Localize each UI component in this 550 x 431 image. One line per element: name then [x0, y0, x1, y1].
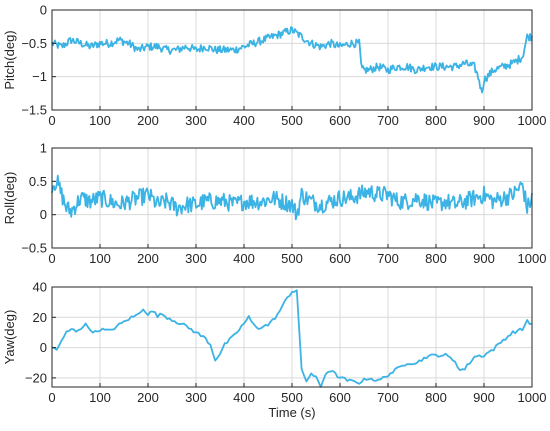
y-tick-label: −20 [25, 370, 47, 385]
x-tick-label: 200 [137, 390, 159, 405]
series-line [51, 289, 533, 388]
y-tick-label: 1 [40, 141, 47, 156]
x-tick-label: 100 [89, 113, 111, 128]
chart-panel-2: 0 100 200 300 400 500 600 700 800 900 1000−0.500.5… [2, 141, 546, 267]
series-line [51, 174, 533, 221]
y-tick-label: 0 [40, 207, 47, 222]
x-tick-label: 600 [329, 113, 351, 128]
x-tick-label: 200 [137, 113, 159, 128]
x-tick-label: 400 [233, 390, 255, 405]
x-tick-label: 0 [48, 251, 55, 266]
x-tick-label: 100 [89, 390, 111, 405]
chart-panel-3: 0 100 200 300 400 500 600 700 800 900 1000−2002040… [2, 280, 546, 421]
x-tick-label: 800 [425, 251, 447, 266]
x-tick-label: 300 [185, 390, 207, 405]
x-tick-label: 0 [48, 113, 55, 128]
x-tick-label: 800 [425, 113, 447, 128]
x-tick-label: 600 [329, 251, 351, 266]
x-tick-label: 500 [281, 390, 303, 405]
x-tick-label: 1000 [518, 251, 547, 266]
y-axis-label: Pitch(deg) [2, 30, 17, 89]
x-tick-label: 600 [329, 390, 351, 405]
chart-panel-1: 0 100 200 300 400 500 600 700 800 900 1000 −1.5 −1 −0… [2, 3, 546, 129]
y-tick-label: 0 [40, 3, 47, 18]
x-tick-label: 400 [233, 251, 255, 266]
y-axis-label: Yaw(deg) [2, 310, 17, 365]
x-tick-label: 100 [89, 251, 111, 266]
y-axis-label: Roll(deg) [2, 172, 17, 225]
x-tick-label: 500 [281, 251, 303, 266]
x-axis-label: Time (s) [268, 405, 315, 420]
y-tick-label: −0.5 [21, 36, 47, 51]
y-tick-label: 0.5 [29, 174, 47, 189]
y-tick-label: −1.5 [21, 103, 47, 118]
y-tick-label: 20 [33, 310, 47, 325]
y-tick-label: 0 [40, 340, 47, 355]
x-tick-label: 700 [377, 390, 399, 405]
y-tick-label: −1 [32, 69, 47, 84]
y-tick-label: 40 [33, 280, 47, 295]
x-tick-label: 500 [281, 113, 303, 128]
x-tick-label: 200 [137, 251, 159, 266]
x-tick-label: 900 [473, 113, 495, 128]
x-tick-label: 700 [377, 113, 399, 128]
y-tick-label: −0.5 [21, 241, 47, 256]
x-tick-label: 900 [473, 390, 495, 405]
x-tick-label: 1000 [518, 390, 547, 405]
series-line [51, 26, 533, 94]
x-tick-label: 800 [425, 390, 447, 405]
x-tick-label: 700 [377, 251, 399, 266]
x-tick-label: 0 [48, 390, 55, 405]
x-tick-label: 400 [233, 113, 255, 128]
x-tick-label: 300 [185, 251, 207, 266]
x-tick-label: 1000 [518, 113, 547, 128]
x-tick-label: 900 [473, 251, 495, 266]
x-tick-label: 300 [185, 113, 207, 128]
